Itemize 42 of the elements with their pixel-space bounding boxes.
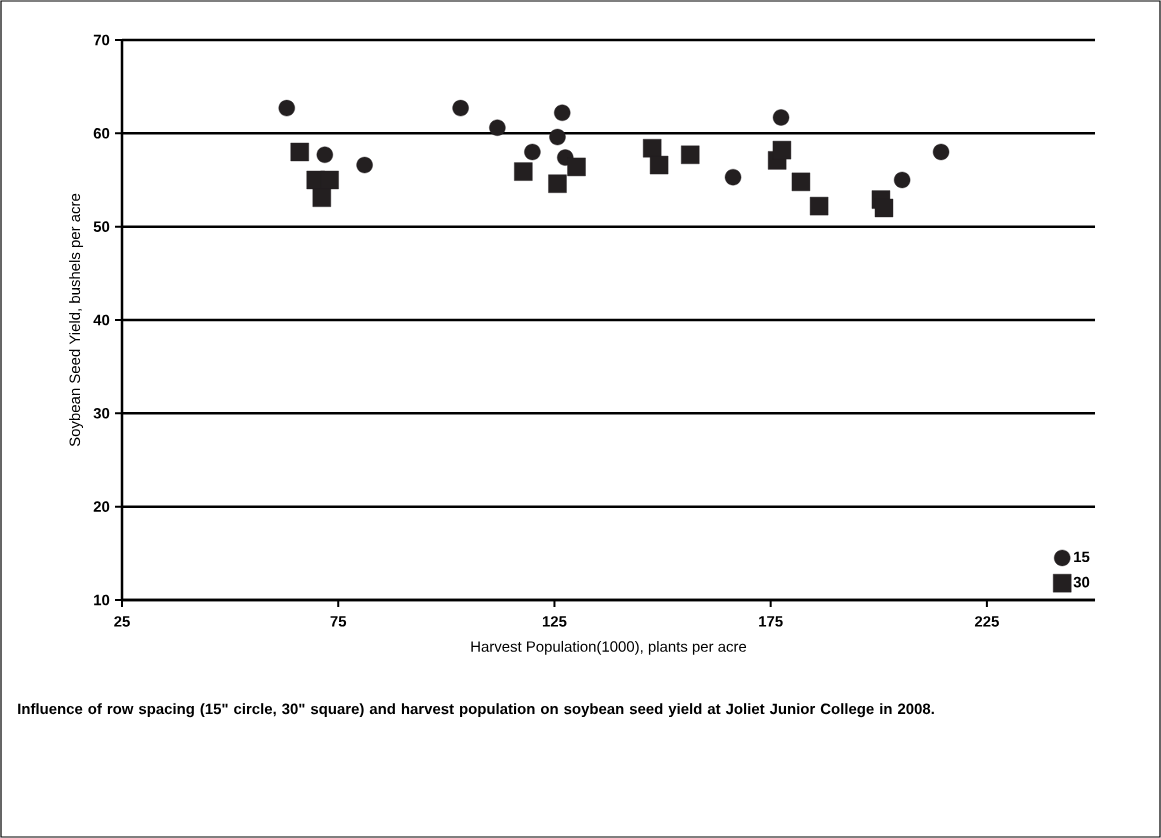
point xyxy=(549,128,566,146)
point xyxy=(932,143,950,161)
y-tick-label: 20 xyxy=(93,501,110,512)
point xyxy=(681,145,700,164)
y-tick-label: 50 xyxy=(93,221,110,232)
y-tick-label: 30 xyxy=(93,408,110,419)
point xyxy=(312,188,331,207)
point xyxy=(724,168,742,186)
point xyxy=(791,172,811,192)
x-axis-title: Harvest Population(1000), plants per acre xyxy=(471,640,747,655)
point xyxy=(642,139,662,158)
point xyxy=(874,198,894,218)
point xyxy=(772,140,792,160)
point xyxy=(548,174,567,193)
point xyxy=(567,157,586,177)
point xyxy=(514,162,533,181)
y-tick-label: 60 xyxy=(93,128,110,139)
point xyxy=(524,143,541,161)
point xyxy=(893,171,911,189)
point xyxy=(772,109,790,126)
point xyxy=(316,146,334,163)
y-tick-label: 10 xyxy=(94,594,110,606)
y-tick-label: 40 xyxy=(93,314,110,326)
point xyxy=(809,196,829,216)
point xyxy=(290,142,309,162)
point xyxy=(452,99,469,117)
point xyxy=(320,170,339,190)
legend-label: 15 xyxy=(1074,551,1090,563)
point xyxy=(278,99,295,117)
point xyxy=(489,119,506,136)
y-axis-title: Soybean Seed Yield, bushels per acre xyxy=(69,193,84,447)
point xyxy=(356,156,373,174)
x-tick-label: 225 xyxy=(974,616,999,627)
point xyxy=(554,104,571,121)
x-tick-label: 175 xyxy=(759,616,783,627)
legend-label: 30 xyxy=(1073,576,1090,588)
x-tick-label: 25 xyxy=(114,616,130,627)
text: Influence of row spacing (15" circle, 30" square) and harvest population on soybean seed yield at Joliet Junior College in 2008. xyxy=(18,703,934,718)
point xyxy=(649,155,669,175)
x-tick-label: 75 xyxy=(330,616,347,627)
x-tick-label: 125 xyxy=(542,616,567,627)
y-tick-label: 70 xyxy=(93,34,110,46)
